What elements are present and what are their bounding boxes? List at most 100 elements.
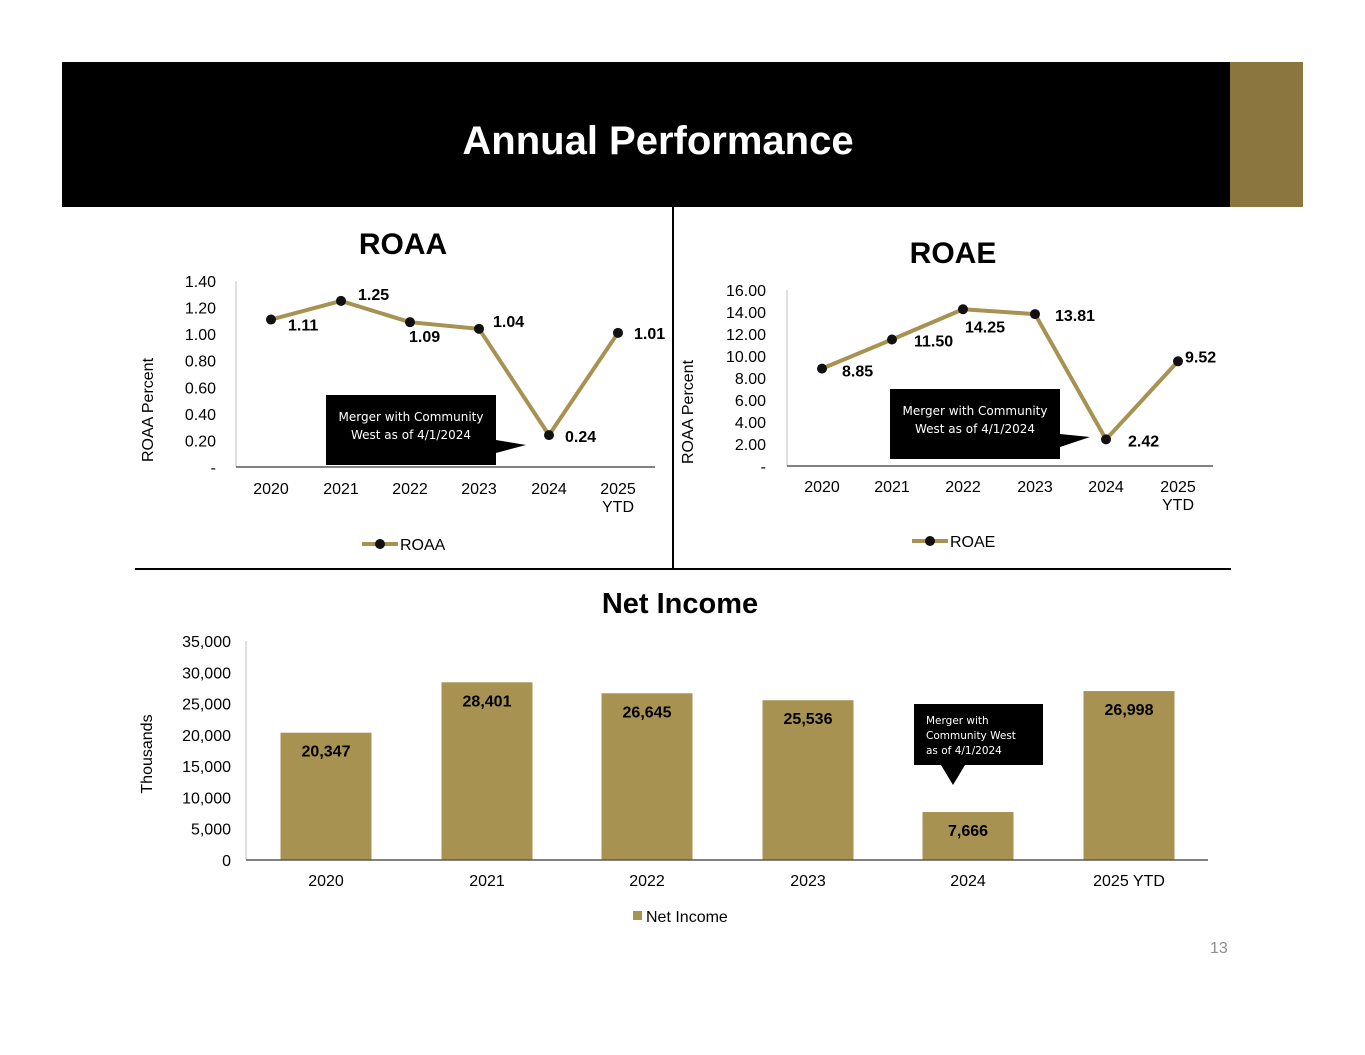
header-bar xyxy=(62,62,1230,207)
roaa-y-tick: 0.60 xyxy=(185,380,216,397)
roae-data-label: 11.50 xyxy=(914,334,953,351)
roaa-data-point xyxy=(613,327,623,338)
net-income-y-tick: 35,000 xyxy=(182,634,231,651)
roaa-annotation-text: Merger with Community xyxy=(339,410,484,424)
roae-x-tick: 2024 xyxy=(1088,479,1124,496)
roaa-y-axis-title: ROAA Percent xyxy=(140,357,157,462)
roae-data-label: 9.52 xyxy=(1185,349,1216,366)
roaa-legend-label: ROAA xyxy=(400,537,446,554)
net-income-bar xyxy=(280,732,372,860)
net-income-y-tick: 15,000 xyxy=(182,759,231,776)
net-income-x-tick: 2021 xyxy=(469,873,505,890)
roaa-data-label: 1.04 xyxy=(493,314,524,331)
roae-chart-title: ROAE xyxy=(910,237,997,270)
roae-annotation-text: West as of 4/1/2024 xyxy=(915,422,1035,436)
net-income-data-label: 20,347 xyxy=(302,744,351,761)
roaa-legend-marker xyxy=(375,539,385,549)
roaa-data-label: 1.09 xyxy=(409,329,440,346)
roaa-data-point xyxy=(266,314,276,325)
roaa-data-point xyxy=(405,317,415,328)
net-income-data-label: 26,998 xyxy=(1105,702,1154,719)
net-income-chart-title: Net Income xyxy=(602,588,758,620)
net-income-legend-swatch xyxy=(633,911,642,920)
roae-legend-marker xyxy=(925,536,935,546)
roae-y-tick: - xyxy=(761,459,766,476)
net-income-y-axis-title: Thousands xyxy=(139,714,156,793)
roae-data-point xyxy=(1030,309,1040,320)
net-income-legend-label: Net Income xyxy=(646,909,728,926)
roae-data-point xyxy=(958,304,968,315)
roaa-data-label: 0.24 xyxy=(565,429,596,446)
roaa-data-point xyxy=(544,430,554,441)
roae-x-tick: 2021 xyxy=(874,479,910,496)
roae-y-tick: 2.00 xyxy=(735,437,766,454)
roae-data-label: 13.81 xyxy=(1055,308,1095,325)
roae-data-point xyxy=(817,363,827,374)
net-income-data-label: 26,645 xyxy=(623,704,672,721)
roaa-data-label: 1.25 xyxy=(358,287,389,304)
roaa-data-label: 1.01 xyxy=(634,326,665,343)
roaa-x-tick: 2020 xyxy=(253,481,289,498)
roae-data-label: 8.85 xyxy=(842,364,873,381)
net-income-annotation-text: Community West xyxy=(926,730,1016,742)
roae-legend-label: ROAE xyxy=(950,534,995,551)
roae-annotation-box xyxy=(890,389,1090,459)
roaa-y-tick: 1.20 xyxy=(185,301,216,318)
net-income-bar xyxy=(762,700,854,860)
roaa-x-tick: 2025 YTD xyxy=(600,481,636,516)
net-income-bar xyxy=(441,682,533,860)
roaa-annotation-box xyxy=(326,395,526,465)
net-income-bar xyxy=(601,693,693,860)
net-income-x-tick: 2020 xyxy=(308,873,344,890)
net-income-x-tick: 2023 xyxy=(790,873,826,890)
net-income-bar xyxy=(922,812,1014,860)
roae-data-point xyxy=(1101,434,1111,445)
roae-y-tick: 10.00 xyxy=(726,349,766,366)
net-income-data-label: 25,536 xyxy=(784,711,833,728)
roaa-x-tick: 2022 xyxy=(392,481,428,498)
vertical-divider xyxy=(672,207,674,569)
roaa-x-tick: 2021 xyxy=(323,481,359,498)
roae-y-tick: 12.00 xyxy=(726,327,766,344)
roaa-x-tick: 2023 xyxy=(461,481,497,498)
net-income-y-tick: 5,000 xyxy=(191,822,231,839)
roaa-y-tick: 0.20 xyxy=(185,433,216,450)
roaa-data-point xyxy=(336,295,346,306)
slide-title: Annual Performance xyxy=(462,119,854,163)
roaa-y-tick: 0.80 xyxy=(185,354,216,371)
net-income-y-tick: 30,000 xyxy=(182,665,231,682)
net-income-annotation-box xyxy=(914,704,1043,785)
roae-y-tick: 14.00 xyxy=(726,305,766,322)
net-income-y-tick: 20,000 xyxy=(182,728,231,745)
net-income-annotation-text: as of 4/1/2024 xyxy=(926,745,1002,757)
net-income-x-tick: 2025 YTD xyxy=(1093,873,1165,890)
roaa-data-label: 1.11 xyxy=(288,318,318,335)
roae-data-label: 14.25 xyxy=(965,319,1005,336)
roae-x-tick: 2025 YTD xyxy=(1160,479,1196,514)
roae-y-tick: 6.00 xyxy=(735,393,766,410)
header-accent-block xyxy=(1230,62,1303,207)
roaa-annotation-text: West as of 4/1/2024 xyxy=(351,428,471,442)
roae-annotation-text: Merger with Community xyxy=(903,404,1048,418)
roae-x-tick: 2022 xyxy=(945,479,981,496)
roaa-y-tick: 1.40 xyxy=(185,274,216,291)
page-number: 13 xyxy=(1210,940,1228,957)
net-income-y-tick: 25,000 xyxy=(182,697,231,714)
roaa-series-line xyxy=(270,298,620,438)
net-income-x-tick: 2024 xyxy=(950,873,986,890)
net-income-data-label: 28,401 xyxy=(463,693,512,710)
roaa-y-tick: - xyxy=(211,460,216,477)
roae-x-tick: 2023 xyxy=(1017,479,1053,496)
roaa-y-tick: 1.00 xyxy=(185,327,216,344)
roaa-data-point xyxy=(474,323,484,334)
roae-data-point xyxy=(1173,356,1183,367)
net-income-x-tick: 2022 xyxy=(629,873,665,890)
roae-y-tick: 8.00 xyxy=(735,371,766,388)
roaa-chart-title: ROAA xyxy=(359,228,447,261)
roaa-y-tick: 0.40 xyxy=(185,407,216,424)
horizontal-divider xyxy=(135,568,1231,570)
roae-x-tick: 2020 xyxy=(804,479,840,496)
roae-data-point xyxy=(887,334,897,345)
net-income-annotation-text: Merger with xyxy=(926,715,989,727)
